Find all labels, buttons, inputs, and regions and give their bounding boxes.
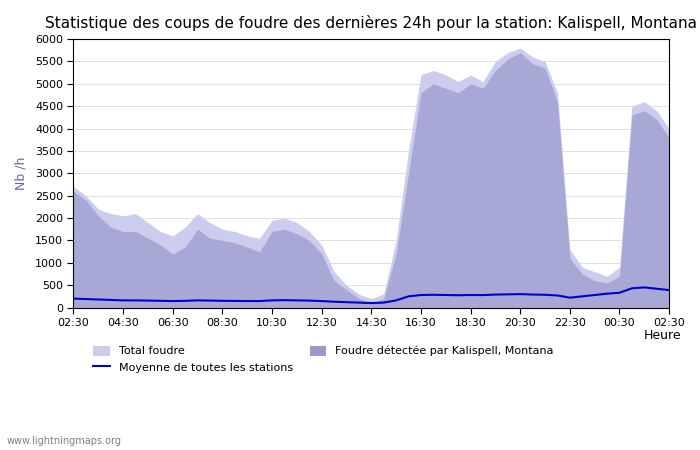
- Y-axis label: Nb /h: Nb /h: [15, 157, 28, 190]
- X-axis label: Heure: Heure: [643, 329, 681, 342]
- Text: www.lightningmaps.org: www.lightningmaps.org: [7, 436, 122, 446]
- Title: Statistique des coups de foudre des dernières 24h pour la station: Kalispell, Mo: Statistique des coups de foudre des dern…: [46, 15, 697, 31]
- Legend: Total foudre, Moyenne de toutes les stations, Foudre détectée par Kalispell, Mon: Total foudre, Moyenne de toutes les stat…: [89, 341, 559, 377]
